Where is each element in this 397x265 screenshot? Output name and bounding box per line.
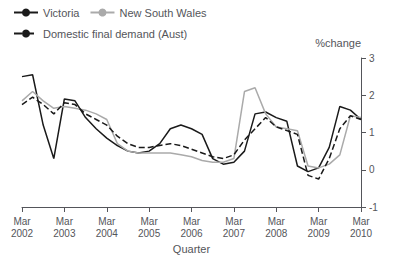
svg-text:Mar: Mar (56, 216, 74, 227)
svg-text:2: 2 (369, 90, 375, 101)
svg-text:Mar: Mar (13, 216, 31, 227)
svg-text:2003: 2003 (53, 228, 76, 239)
svg-text:Mar: Mar (141, 216, 159, 227)
svg-text:-1: -1 (369, 202, 378, 213)
svg-text:0: 0 (369, 164, 375, 175)
svg-text:2008: 2008 (265, 228, 288, 239)
svg-text:2010: 2010 (350, 228, 373, 239)
svg-text:Mar: Mar (225, 216, 243, 227)
svg-text:2004: 2004 (96, 228, 119, 239)
svg-text:2002: 2002 (11, 228, 34, 239)
svg-text:%change: %change (315, 37, 361, 49)
svg-text:1: 1 (369, 127, 375, 138)
svg-text:Mar: Mar (310, 216, 328, 227)
svg-text:Mar: Mar (98, 216, 116, 227)
svg-text:Quarter: Quarter (173, 243, 211, 255)
svg-text:3: 3 (369, 53, 375, 64)
svg-text:2006: 2006 (180, 228, 203, 239)
svg-text:Victoria: Victoria (43, 7, 80, 19)
svg-text:New South Wales: New South Wales (119, 7, 207, 19)
svg-text:2009: 2009 (308, 228, 331, 239)
svg-text:Domestic final demand (Aust): Domestic final demand (Aust) (43, 28, 187, 40)
svg-text:Mar: Mar (183, 216, 201, 227)
svg-text:2005: 2005 (138, 228, 161, 239)
svg-text:Mar: Mar (268, 216, 286, 227)
svg-text:Mar: Mar (352, 216, 370, 227)
svg-text:2007: 2007 (223, 228, 246, 239)
